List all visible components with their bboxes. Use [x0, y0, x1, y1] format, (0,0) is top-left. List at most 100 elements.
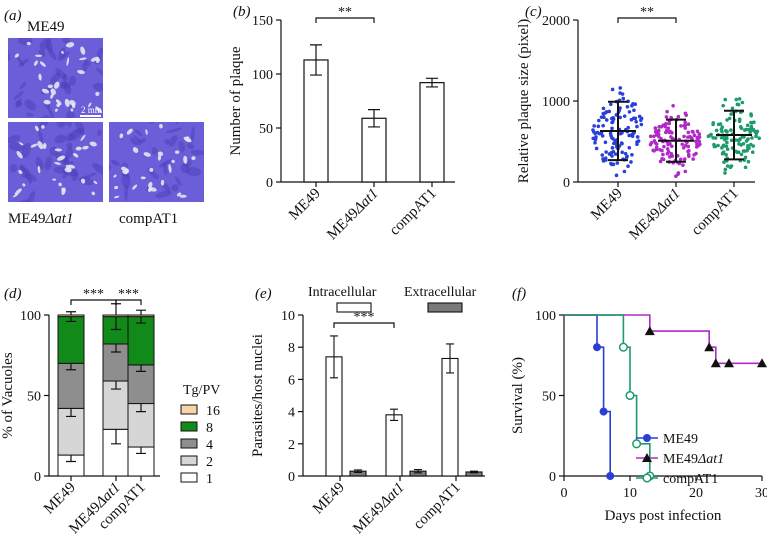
data-point — [600, 134, 605, 138]
data-point — [621, 96, 626, 101]
significance-label: *** — [83, 287, 104, 302]
bar — [361, 117, 387, 183]
plaque-spot — [42, 143, 47, 150]
data-point — [683, 120, 687, 125]
data-point — [604, 150, 608, 154]
plaque-spot — [61, 50, 64, 54]
plaque-texture — [124, 184, 129, 202]
data-point — [749, 112, 753, 116]
data-point — [648, 134, 653, 139]
plaque-texture — [151, 147, 158, 155]
legend-label: 1 — [206, 472, 213, 487]
data-point — [631, 132, 635, 136]
error-bar — [446, 343, 454, 374]
plaque-spot — [34, 125, 39, 132]
legend-swatch — [180, 421, 198, 432]
data-point — [737, 138, 742, 142]
plaque-texture — [19, 81, 27, 90]
plaque-texture — [50, 72, 61, 85]
panel-label: (c) — [525, 4, 542, 20]
data-point — [659, 136, 663, 141]
error-bar — [470, 470, 478, 474]
survival-line — [564, 314, 762, 365]
panel-a: (a) ME49 2 mm ME49Δat1 compAT1 — [4, 8, 204, 227]
data-point — [680, 142, 685, 147]
data-point — [719, 135, 724, 140]
data-point — [720, 129, 724, 134]
data-point — [669, 115, 673, 120]
legend-swatch — [180, 404, 198, 415]
data-point — [739, 126, 744, 131]
plaque-spot — [41, 125, 45, 129]
data-point — [743, 149, 747, 153]
series-marker — [643, 434, 651, 442]
data-point — [611, 149, 616, 154]
plaque-spot — [114, 195, 120, 199]
plaque-spot — [53, 81, 60, 89]
plaque-spot — [88, 102, 92, 108]
plaque-spot — [39, 61, 46, 67]
series-marker — [724, 358, 734, 368]
plaque-spot — [140, 176, 146, 180]
data-point — [730, 106, 735, 111]
data-point — [691, 157, 695, 161]
plaque-texture — [155, 190, 172, 198]
data-point — [630, 152, 634, 157]
plaque-spot — [14, 188, 22, 195]
x-tick-label: ME49Δat1 — [626, 186, 684, 244]
plaque-spot — [148, 181, 153, 188]
data-point — [633, 116, 638, 121]
bar — [385, 414, 403, 477]
x-tick-label: ME49 — [286, 186, 324, 224]
plaque-spot — [71, 102, 76, 109]
bar — [303, 59, 329, 183]
data-point — [609, 102, 613, 107]
data-point — [639, 118, 643, 123]
plaque-texture — [121, 112, 136, 124]
data-point — [602, 115, 606, 120]
plaque-texture — [63, 157, 69, 162]
plaque-texture — [110, 159, 120, 166]
plaque-texture — [149, 106, 162, 120]
data-point — [659, 125, 664, 129]
data-point — [604, 158, 608, 162]
plaque-spot — [12, 193, 19, 198]
plaque-texture — [164, 138, 171, 145]
plaque-texture — [185, 167, 202, 176]
significance-bracket — [115, 299, 142, 305]
plaque-spot — [147, 187, 153, 192]
plaque-texture — [62, 171, 69, 179]
data-point — [601, 106, 606, 111]
plaque-texture — [130, 137, 137, 146]
plaque-spot — [174, 150, 180, 154]
data-point — [652, 138, 657, 143]
data-point — [748, 130, 752, 135]
plaque-texture — [66, 142, 73, 150]
data-point — [627, 145, 632, 150]
plaque-spot — [67, 164, 76, 169]
significance-label: *** — [354, 310, 375, 325]
plaque-spot — [41, 88, 50, 94]
data-point — [604, 118, 609, 122]
survival-line — [564, 314, 651, 476]
plaque-texture — [168, 135, 178, 147]
plaque-spot — [80, 178, 86, 184]
plaque-spot — [90, 56, 99, 62]
data-point — [676, 171, 681, 175]
y-tick-label: 2000 — [542, 14, 570, 29]
plaque-texture — [62, 73, 68, 82]
error-bar — [426, 77, 438, 88]
legend-label: ME49 — [663, 432, 698, 447]
panel-f: (f) 0 50 100 Survival (%) 0 10 20 30 Days post in… — [510, 286, 767, 524]
legend-label: ME49Δat1 — [663, 452, 724, 467]
data-point — [751, 128, 756, 132]
data-point — [741, 141, 746, 146]
survival-line — [564, 314, 611, 476]
plaque-texture — [37, 129, 44, 143]
plaque-spot — [73, 153, 79, 158]
plaque-spot — [54, 161, 61, 165]
legend-label: compAT1 — [663, 472, 718, 487]
x-tick-label: ME49 — [41, 480, 79, 518]
